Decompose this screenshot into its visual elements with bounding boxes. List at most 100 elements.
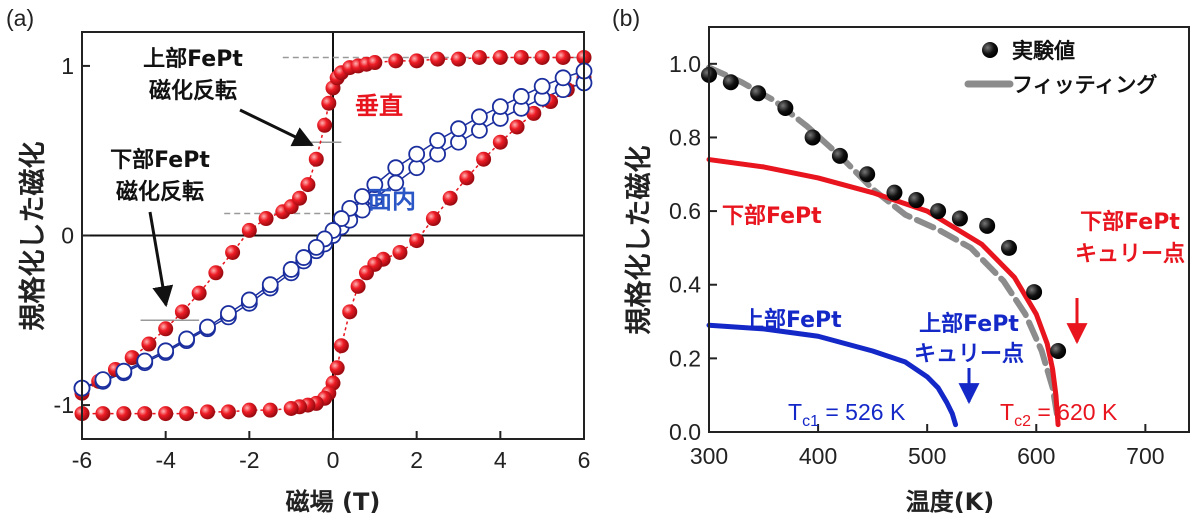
perpendicular-point: [358, 265, 374, 281]
panel-a-xtick-label: 4: [494, 447, 507, 473]
legend-label-experiment: 実験値: [1012, 39, 1075, 63]
perpendicular-point: [292, 190, 308, 206]
perpendicular-point: [317, 117, 333, 133]
perpendicular-point: [451, 51, 466, 67]
perpendicular-point: [442, 190, 458, 206]
series-label-perpendicular: 垂直: [355, 92, 403, 120]
panel-a-series-line-0: [81, 56, 584, 394]
annotation-lower-curie-1: 下部FePt: [1080, 209, 1180, 235]
panel-b-series-line-3: [706, 322, 959, 428]
perpendicular-point: [174, 304, 190, 320]
perpendicular-point: [513, 49, 529, 65]
inplane-point: [429, 132, 446, 149]
annotation-lower-reversal: 磁化反転: [116, 179, 204, 205]
perpendicular-point: [283, 400, 299, 416]
perpendicular-point: [308, 151, 324, 167]
panel-a-ytick-label: 1: [61, 53, 74, 79]
perpendicular-point: [329, 360, 345, 376]
inplane-point: [261, 276, 279, 294]
experiment-point: [722, 74, 739, 91]
panel-b-label: (b): [612, 5, 640, 31]
series-label-inplane: 面内: [368, 186, 416, 214]
experiment-point: [930, 203, 947, 220]
panel-a-xtick-label: -2: [239, 447, 259, 473]
panel-b-ytick-label: 1.0: [669, 51, 701, 77]
legend-label-fit: フィッティング: [1012, 73, 1157, 97]
annotation-upper-curie-2: キュリー点: [914, 341, 1024, 367]
perpendicular-point: [388, 53, 404, 69]
experiment-point: [831, 147, 848, 164]
panel-b-ytick-label: 0.0: [669, 419, 701, 445]
inplane-point: [533, 77, 551, 95]
panel-a-series-marks: [73, 49, 593, 422]
perpendicular-point: [492, 134, 508, 150]
inplane-point: [408, 145, 426, 163]
inplane-point: [220, 305, 237, 322]
perpendicular-point: [116, 406, 132, 422]
panel-b-ytick-label: 0.4: [669, 272, 701, 298]
experiment-point: [777, 100, 794, 116]
perpendicular-point: [95, 406, 111, 422]
inplane-point: [512, 88, 530, 105]
perpendicular-point: [534, 49, 550, 65]
series-label-lower-fept: 下部FePt: [722, 203, 822, 229]
panel-b-ytick-label: 0.8: [669, 124, 701, 150]
panel-a-series-line-1: [82, 77, 585, 415]
panel-a-ytick-label: -1: [54, 392, 74, 418]
panel-a-ylabel: 規格化した磁化: [18, 142, 49, 331]
panel-a-xlabel: 磁場 (T): [286, 488, 381, 516]
arrow-upper-reversal: [239, 108, 314, 147]
experiment-point: [1050, 343, 1067, 359]
arrow-lower-reversal: [148, 211, 174, 308]
inplane-point: [282, 261, 300, 278]
annotation-upper-fept: 上部FePt: [143, 46, 243, 72]
perpendicular-point: [124, 350, 140, 366]
perpendicular-point: [241, 402, 257, 418]
perpendicular-point: [367, 55, 383, 71]
panel-a-xtick-label: 0: [327, 447, 340, 473]
inplane-point: [491, 98, 509, 116]
panel-a-ticks: -6 -4 -2 0 2 4 6 -1 0 1: [54, 53, 591, 473]
annotation-lower-fept: 下部FePt: [110, 147, 210, 173]
inplane-point: [295, 249, 313, 266]
perpendicular-point: [262, 402, 278, 418]
perpendicular-point: [492, 49, 508, 65]
perpendicular-point: [179, 406, 195, 422]
perpendicular-point: [141, 336, 157, 352]
perpendicular-point: [158, 321, 174, 337]
inplane-point: [332, 210, 350, 227]
panel-b-xtick-label: 300: [690, 443, 728, 469]
panel-b-xtick-label: 500: [908, 443, 946, 469]
annotation-upper-curie-1: 上部FePt: [919, 311, 1019, 337]
panel-b-ytick-label: 0.2: [669, 345, 701, 371]
perpendicular-point: [333, 338, 349, 354]
annotation-lower-curie-2: キュリー点: [1075, 241, 1185, 267]
perpendicular-point: [258, 211, 274, 227]
perpendicular-point: [321, 95, 337, 111]
perpendicular-point: [526, 105, 542, 121]
panel-b-ylabel: 規格化した磁化: [624, 146, 655, 335]
panel-b-series-marks: [701, 66, 1067, 359]
perpendicular-point: [430, 51, 446, 67]
panel-a: (a) 規格化した磁化 -6 -4 -2 0 2 4 6 -1 0 1 磁場 (T) 上部FePt…: [6, 5, 593, 516]
perpendicular-point: [241, 222, 257, 238]
legend-marker-experiment: [982, 42, 998, 58]
perpendicular-point: [158, 406, 174, 422]
perpendicular-point: [200, 404, 215, 420]
perpendicular-point: [409, 53, 425, 69]
panel-a-xtick-label: 6: [578, 447, 591, 473]
perpendicular-point: [509, 119, 525, 135]
perpendicular-point: [476, 151, 492, 167]
inplane-point: [178, 330, 195, 348]
perpendicular-point: [208, 265, 224, 281]
inplane-point: [115, 362, 133, 380]
tc1-label: Tc1 = 526 K: [788, 399, 906, 430]
panel-a-ytick-label: 0: [61, 223, 74, 249]
panel-b-series-line-2: [706, 157, 1061, 428]
panel-b-xtick-label: 400: [799, 443, 837, 469]
experiment-point: [886, 184, 903, 201]
experiment-point: [979, 217, 996, 234]
perpendicular-point: [220, 404, 236, 420]
series-label-upper-fept: 上部FePt: [742, 307, 842, 333]
